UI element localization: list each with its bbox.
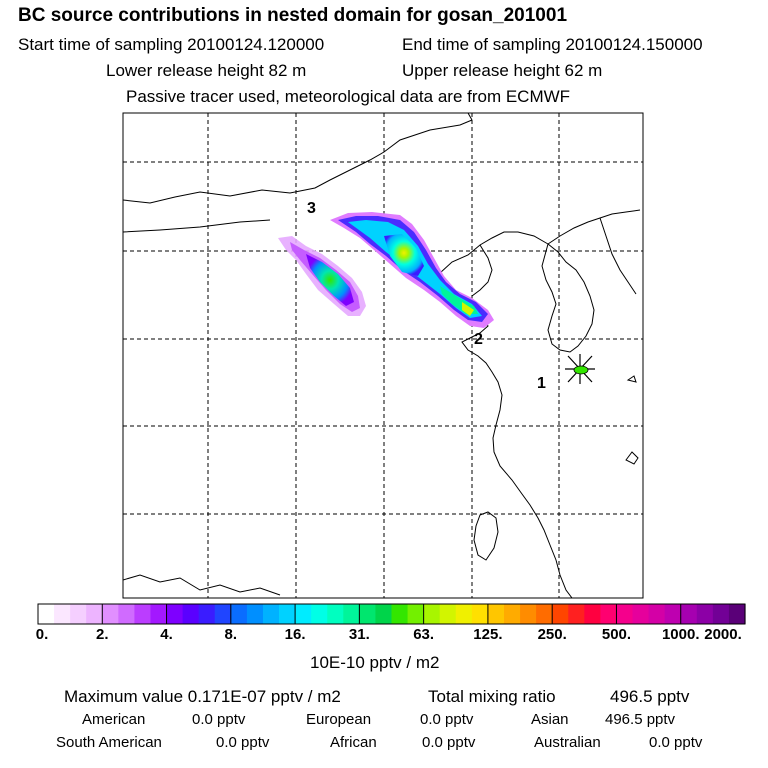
- colorbar: [37, 603, 746, 625]
- region-european-value: 0.0 pptv: [420, 711, 474, 728]
- colorbar-swatch: [471, 604, 489, 624]
- region-south-american-name: South American: [56, 734, 162, 751]
- colorbar-swatch: [407, 604, 425, 624]
- colorbar-swatch: [182, 604, 200, 624]
- colorbar-swatch: [664, 604, 682, 624]
- colorbar-swatch: [487, 604, 505, 624]
- total-mixing-value: 496.5 pptv: [610, 687, 690, 706]
- upper-release-label: Upper release height 62 m: [402, 61, 603, 80]
- colorbar-tick-label: 0.: [35, 626, 49, 643]
- colorbar-swatch: [150, 604, 168, 624]
- colorbar-swatch: [728, 604, 746, 624]
- colorbar-swatch: [262, 604, 280, 624]
- colorbar-swatch: [230, 604, 248, 624]
- colorbar-tick-label: 2.: [96, 626, 109, 643]
- colorbar-swatch: [214, 604, 232, 624]
- map-label-3: 3: [307, 200, 316, 217]
- region-asian-value: 496.5 pptv: [605, 711, 676, 728]
- colorbar-swatch: [54, 604, 71, 624]
- maximum-value-label: Maximum value 0.171E-07 pptv / m2: [64, 687, 341, 706]
- plume-west: [278, 236, 366, 316]
- region-australian-value: 0.0 pptv: [649, 734, 703, 751]
- colorbar-swatch: [568, 604, 585, 624]
- colorbar-swatch: [584, 604, 601, 624]
- map-grid: [123, 113, 643, 598]
- map-frame: [122, 112, 644, 599]
- colorbar-swatch: [520, 604, 537, 624]
- colorbar-swatch: [536, 604, 553, 624]
- colorbar-swatch: [118, 604, 136, 624]
- colorbar-swatch: [680, 604, 698, 624]
- region-african-value: 0.0 pptv: [422, 734, 476, 751]
- chart-title: BC source contributions in nested domain…: [18, 5, 568, 26]
- colorbar-swatch: [38, 604, 55, 624]
- map-label-1: 1: [537, 375, 546, 392]
- colorbar-swatch: [134, 604, 152, 624]
- colorbar-swatch: [70, 604, 87, 624]
- region-american-value: 0.0 pptv: [192, 711, 246, 728]
- colorbar-swatch: [439, 604, 457, 624]
- colorbar-swatch: [712, 604, 730, 624]
- colorbar-swatch: [616, 604, 634, 624]
- region-australian-name: Australian: [534, 734, 601, 751]
- colorbar-swatch: [86, 604, 103, 624]
- colorbar-frame: [37, 603, 746, 625]
- colorbar-swatch: [102, 604, 119, 624]
- coastlines: [123, 113, 641, 598]
- colorbar-tick-label: 250.: [537, 626, 567, 643]
- colorbar-swatch: [455, 604, 473, 624]
- colorbar-tick-label: 16.: [284, 626, 306, 643]
- region-asian-name: Asian: [531, 711, 569, 728]
- colorbar-swatch: [632, 604, 650, 624]
- colorbar-swatch: [166, 604, 184, 624]
- colorbar-swatch: [246, 604, 264, 624]
- colorbar-swatch: [327, 604, 344, 624]
- colorbar-tick-label: 8.: [224, 626, 238, 643]
- region-european-name: European: [306, 711, 372, 728]
- colorbar-tick-label: 31.: [348, 626, 370, 643]
- colorbar-swatch: [423, 604, 441, 624]
- start-time-label: Start time of sampling 20100124.120000: [18, 35, 325, 54]
- colorbar-swatch: [343, 604, 360, 624]
- colorbar-unit: 10E-10 pptv / m2: [310, 653, 440, 672]
- colorbar-swatch: [648, 604, 666, 624]
- region-american-name: American: [82, 711, 146, 728]
- region-african-name: African: [330, 734, 377, 751]
- lower-release-label: Lower release height 82 m: [106, 61, 307, 80]
- plume-diagonal: [330, 212, 494, 328]
- colorbar-tick-label: 63.: [413, 626, 435, 643]
- colorbar-swatch: [552, 604, 569, 624]
- colorbar-swatch: [503, 604, 521, 624]
- colorbar-tick-label: 500.: [601, 626, 632, 643]
- colorbar-tick-label: 1000.: [661, 626, 700, 643]
- receptor-star-icon: [565, 354, 595, 384]
- region-south-american-value: 0.0 pptv: [216, 734, 270, 751]
- map-label-2: 2: [474, 331, 483, 348]
- colorbar-tick-label: 4.: [160, 626, 173, 643]
- colorbar-swatch: [198, 604, 216, 624]
- end-time-label: End time of sampling 20100124.150000: [402, 35, 703, 54]
- colorbar-tick-label: 2000.: [704, 626, 742, 643]
- colorbar-tick-label: 125.: [473, 626, 503, 643]
- colorbar-swatch: [600, 604, 618, 624]
- colorbar-swatch: [359, 604, 377, 624]
- total-mixing-label: Total mixing ratio: [428, 687, 556, 706]
- tracer-note: Passive tracer used, meteorological data…: [126, 87, 571, 106]
- colorbar-swatch: [696, 604, 714, 624]
- colorbar-swatch: [311, 604, 328, 624]
- colorbar-swatch: [391, 604, 409, 624]
- colorbar-swatch: [375, 604, 393, 624]
- colorbar-swatch: [279, 604, 296, 624]
- colorbar-swatch: [295, 604, 312, 624]
